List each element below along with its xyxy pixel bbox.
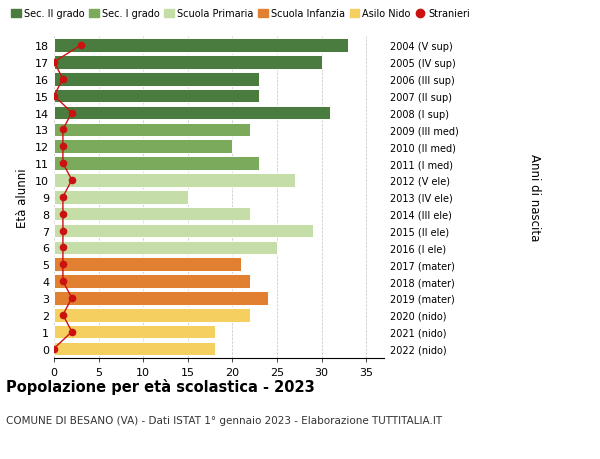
Bar bbox=[54, 106, 331, 120]
Bar bbox=[54, 90, 259, 103]
Bar bbox=[54, 258, 241, 271]
Bar bbox=[54, 39, 349, 53]
Bar bbox=[54, 342, 215, 356]
Y-axis label: Anni di nascita: Anni di nascita bbox=[528, 154, 541, 241]
Bar bbox=[54, 325, 215, 339]
Bar bbox=[54, 174, 295, 187]
Y-axis label: Età alunni: Età alunni bbox=[16, 168, 29, 227]
Bar bbox=[54, 308, 250, 322]
Legend: Sec. II grado, Sec. I grado, Scuola Primaria, Scuola Infanzia, Asilo Nido, Stran: Sec. II grado, Sec. I grado, Scuola Prim… bbox=[11, 10, 470, 19]
Bar bbox=[54, 275, 250, 288]
Bar bbox=[54, 291, 268, 305]
Bar bbox=[54, 190, 188, 204]
Bar bbox=[54, 140, 232, 154]
Bar bbox=[54, 123, 250, 137]
Bar bbox=[54, 207, 250, 221]
Bar bbox=[54, 224, 313, 238]
Bar bbox=[54, 241, 277, 255]
Text: Popolazione per età scolastica - 2023: Popolazione per età scolastica - 2023 bbox=[6, 379, 315, 395]
Text: COMUNE DI BESANO (VA) - Dati ISTAT 1° gennaio 2023 - Elaborazione TUTTITALIA.IT: COMUNE DI BESANO (VA) - Dati ISTAT 1° ge… bbox=[6, 415, 442, 425]
Bar bbox=[54, 56, 322, 69]
Bar bbox=[54, 73, 259, 86]
Bar bbox=[54, 157, 259, 170]
